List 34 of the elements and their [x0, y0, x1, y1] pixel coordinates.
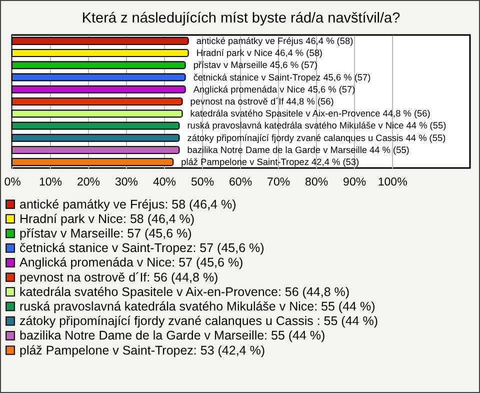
legend-label: četnická stanice v Saint-Tropez: 57 (45,6 %): [20, 241, 264, 256]
legend-label: bazilika Notre Dame de la Garde v Marseille: 55 (44 %): [20, 328, 326, 343]
data-label: katedrála svatého Spasitele v Aix-en-Provence 44,8 % (56): [190, 108, 430, 119]
legend-label: Anglická promenáda v Nice: 57 (45,6 %): [20, 256, 244, 270]
x-tick-label: 70%: [267, 176, 290, 188]
data-label: četnická stanice v Saint-Tropez 45,6 % (57): [193, 72, 371, 82]
legend-label: katedrála svatého Spasitele v Aix-en-Provence: 56 (44,8 %): [20, 284, 350, 299]
legend-label: zátoky připomínající fjordy zvané calanques u Cassis : 55 (44 %): [20, 314, 378, 328]
data-label: pláž Pampelone v Saint-Tropez 42,4 % (53): [181, 157, 360, 168]
x-tick-label: 90%: [343, 176, 366, 188]
data-label: Anglická promenáda v Nice 45,6 % (57): [193, 84, 356, 94]
x-tick-label: 60%: [229, 176, 252, 188]
data-label: zátoky připomínající fjordy zvané calanques u Cassis 44 % (55): [187, 132, 446, 143]
legend-label: antické památky ve Fréjus: 58 (46,4 %): [20, 197, 236, 212]
x-tick-label: 20%: [77, 176, 100, 188]
data-label: bazilika Notre Dame de la Garde v Marseille 44 % (55): [187, 144, 410, 155]
chart-title: Která z následujících míst byste rád/a navštívil/a?: [82, 10, 400, 26]
x-tick-label: 100%: [378, 176, 408, 188]
x-tick-label: 30%: [115, 176, 138, 188]
legend-label: pláž Pampelone v Saint-Tropez: 53 (42,4 %): [20, 343, 265, 358]
x-tick-label: 40%: [153, 176, 176, 188]
x-tick-label: 80%: [305, 176, 328, 188]
x-tick-label: 50%: [191, 176, 214, 188]
legend-label: Hradní park v Nice: 58 (46,4 %): [20, 212, 195, 226]
data-label: antické památky ve Fréjus 46,4 % (58): [196, 36, 354, 46]
x-tick-label: 10%: [38, 176, 62, 188]
legend-label: pevnost na ostrově d´If: 56 (44,8 %): [20, 270, 218, 284]
data-label: pevnost na ostrově d´If 44,8 % (56): [190, 96, 334, 106]
legend-label: přístav v Marseille: 57 (45,6 %): [20, 226, 192, 240]
data-label: ruská pravoslavná katedrála svatého Mikuláše v Nice 44 % (55): [187, 120, 446, 131]
data-label: Hradní park v Nice 46,4 % (58): [196, 48, 322, 58]
x-tick-label: 0%: [4, 176, 21, 188]
legend-label: ruská pravoslavná katedrála svatého Mikuláše v Nice: 55 (44 %): [20, 299, 376, 314]
data-label: přístav v Marseille 45,6 % (57): [193, 60, 318, 70]
